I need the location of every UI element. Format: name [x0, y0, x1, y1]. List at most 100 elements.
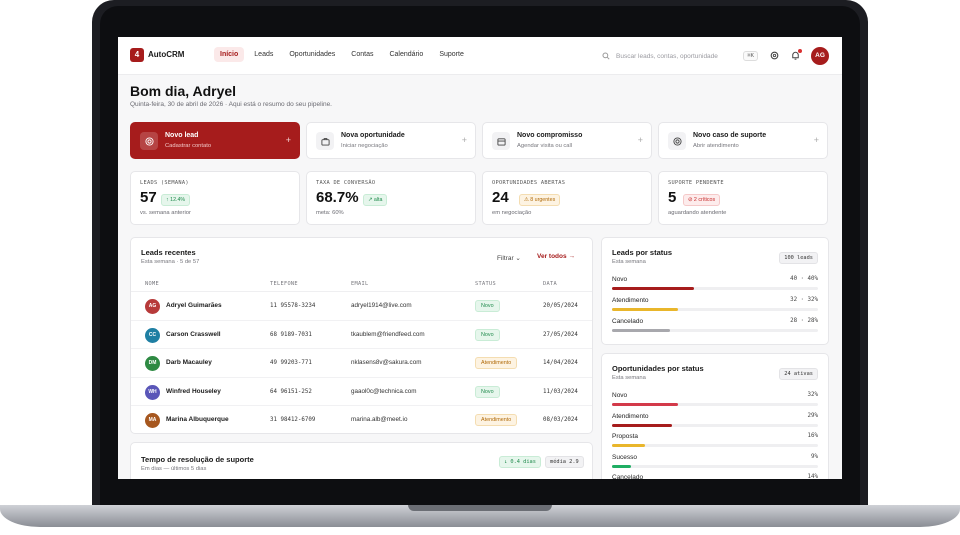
- lead-email: nklasens8v@sakura.com: [351, 359, 422, 367]
- stat-footnote: meta: 60%: [316, 210, 344, 216]
- notification-dot: [798, 49, 802, 53]
- gear-icon[interactable]: [769, 50, 780, 61]
- status-label: Sucesso: [612, 453, 637, 461]
- card-subtitle: Em dias — últimos 5 dias: [141, 466, 207, 472]
- table-row[interactable]: CC Carson Crasswell 68 9189-7031 tkauble…: [131, 321, 592, 350]
- status-value: 28 · 28%: [790, 318, 818, 324]
- avatar: DM: [145, 356, 160, 372]
- count-pill: 100 leads: [779, 252, 818, 264]
- nav-item-suporte[interactable]: Suporte: [439, 51, 464, 58]
- progress-fill: [612, 329, 670, 332]
- main-nav: Início Leads Oportunidades Contas Calend…: [214, 47, 470, 62]
- progress-track: [612, 444, 818, 447]
- page-title: Bom dia, Adryel: [130, 83, 237, 99]
- filter-label: Filtrar: [497, 255, 514, 262]
- search-icon: [602, 52, 610, 60]
- status-label: Proposta: [612, 433, 639, 440]
- card-subtitle: Esta semana: [612, 259, 646, 265]
- lead-date: 20/05/2024: [543, 303, 578, 309]
- search-input[interactable]: Buscar leads, contas, oportunidade ⌘K: [602, 48, 758, 64]
- table-row[interactable]: AG Adryel Guimarães 11 95578-3234 adryel…: [131, 292, 592, 321]
- column-header[interactable]: DATA: [543, 281, 557, 287]
- user-avatar[interactable]: AG: [811, 47, 829, 65]
- plus-icon: +: [461, 135, 467, 145]
- see-all-link[interactable]: Ver todos →: [537, 253, 575, 260]
- status-label: Cancelado: [612, 318, 644, 325]
- avatar: CC: [145, 327, 160, 343]
- avatar: WH: [145, 384, 160, 400]
- new-appointment-button[interactable]: Novo compromisso Agendar visita ou call …: [482, 122, 652, 159]
- calendar-icon: [492, 132, 510, 150]
- column-header[interactable]: EMAIL: [351, 281, 369, 287]
- app-screen: 4 AutoCRM Início Leads Oportunidades Con…: [118, 37, 842, 479]
- search-shortcut: ⌘K: [743, 51, 758, 61]
- trend-pill: ↓ 0.4 dias: [499, 456, 541, 468]
- new-opportunity-button[interactable]: Nova oportunidade Iniciar negociação +: [306, 122, 476, 159]
- card-subtitle: Esta semana: [612, 375, 646, 381]
- lead-phone: 31 98412-6709: [270, 417, 316, 424]
- progress-fill: [612, 403, 678, 406]
- table-row[interactable]: WH Winfred Houseley 64 96151-252 gaaol0c…: [131, 378, 592, 407]
- filter-button[interactable]: Filtrar ⌄: [497, 254, 521, 262]
- see-all-label: Ver todos: [537, 253, 567, 260]
- leads-status-card: Leads por status Esta semana 100 leads N…: [601, 237, 829, 345]
- table-row[interactable]: MA Marina Albuquerque 31 98412-6709 mari…: [131, 406, 592, 433]
- lead-email: marina.alb@meet.io: [351, 416, 408, 424]
- lead-name: Darb Macauley: [166, 359, 212, 367]
- status-badge: Novo: [475, 300, 500, 312]
- plus-icon: +: [813, 135, 819, 145]
- progress-track: [612, 423, 818, 427]
- stat-conversion-rate: TAXA DE CONVERSÃO 68.7% ↗ alta meta: 60%: [306, 171, 476, 225]
- action-title: Novo compromisso: [517, 132, 583, 139]
- lead-phone: 11 95578-3234: [270, 303, 316, 309]
- lead-email: tkaublem@friendfeed.com: [351, 330, 425, 338]
- status-value: 14%: [807, 474, 818, 479]
- lead-phone: 49 99203-771: [270, 360, 312, 367]
- nav-item-oportunidades[interactable]: Oportunidades: [289, 51, 336, 58]
- lead-phone: 64 96151-252: [270, 388, 312, 395]
- nav-item-leads[interactable]: Leads: [254, 51, 274, 58]
- nav-item-contas[interactable]: Contas: [351, 51, 374, 58]
- brand-name[interactable]: AutoCRM: [148, 50, 185, 59]
- plus-icon: +: [637, 135, 643, 145]
- stat-badge: ↗ alta: [363, 194, 388, 206]
- progress-track: [612, 464, 818, 468]
- stat-badge: ⊘ 2 críticos: [683, 194, 721, 206]
- new-support-case-button[interactable]: Novo caso de suporte Abrir atendimento +: [658, 122, 828, 159]
- table-row[interactable]: DM Darb Macauley 49 99203-771 nklasens8v…: [131, 349, 592, 378]
- new-lead-button[interactable]: Novo lead Cadastrar contato +: [130, 122, 300, 159]
- stat-value: 68.7%: [316, 189, 359, 206]
- card-title: Tempo de resolução de suporte: [141, 455, 254, 464]
- status-value: 29%: [807, 412, 818, 419]
- card-subtitle: Esta semana · 5 de 57: [141, 259, 200, 265]
- nav-item-inicio[interactable]: Início: [214, 47, 245, 62]
- brand-logo[interactable]: 4: [130, 48, 144, 62]
- status-label: Novo: [612, 276, 628, 283]
- lead-name: Marina Albuquerque: [166, 416, 229, 424]
- chevron-down-icon: ⌄: [515, 255, 521, 262]
- action-title: Novo caso de suporte: [693, 132, 767, 139]
- progress-track: [612, 403, 818, 406]
- opportunities-status-card: Oportunidades por status Esta semana 24 …: [601, 353, 829, 479]
- lead-email: gaaol0c@technica.com: [351, 387, 417, 395]
- count-pill: 24 ativas: [779, 368, 818, 380]
- column-header[interactable]: NOME: [145, 281, 159, 287]
- briefcase-icon: [316, 132, 334, 150]
- page-subtitle: Quinta-feira, 30 de abril de 2026 · Aqui…: [130, 101, 332, 108]
- column-header[interactable]: STATUS: [475, 281, 496, 287]
- lead-date: 14/04/2024: [543, 360, 578, 367]
- progress-fill: [612, 308, 678, 311]
- status-label: Atendimento: [612, 412, 649, 420]
- status-badge: Novo: [475, 385, 500, 398]
- card-title: Leads recentes: [141, 248, 196, 257]
- action-subtitle: Agendar visita ou call: [517, 143, 573, 149]
- progress-track: [612, 308, 818, 311]
- bell-icon[interactable]: [790, 50, 801, 61]
- status-value: 40 · 40%: [790, 276, 818, 282]
- nav-item-calendario[interactable]: Calendário: [389, 51, 424, 58]
- status-badge: Atendimento: [475, 414, 518, 427]
- avatar: MA: [145, 413, 160, 429]
- action-subtitle: Iniciar negociação: [341, 143, 388, 149]
- column-header[interactable]: TELEFONE: [270, 281, 298, 287]
- avatar: AG: [145, 299, 160, 314]
